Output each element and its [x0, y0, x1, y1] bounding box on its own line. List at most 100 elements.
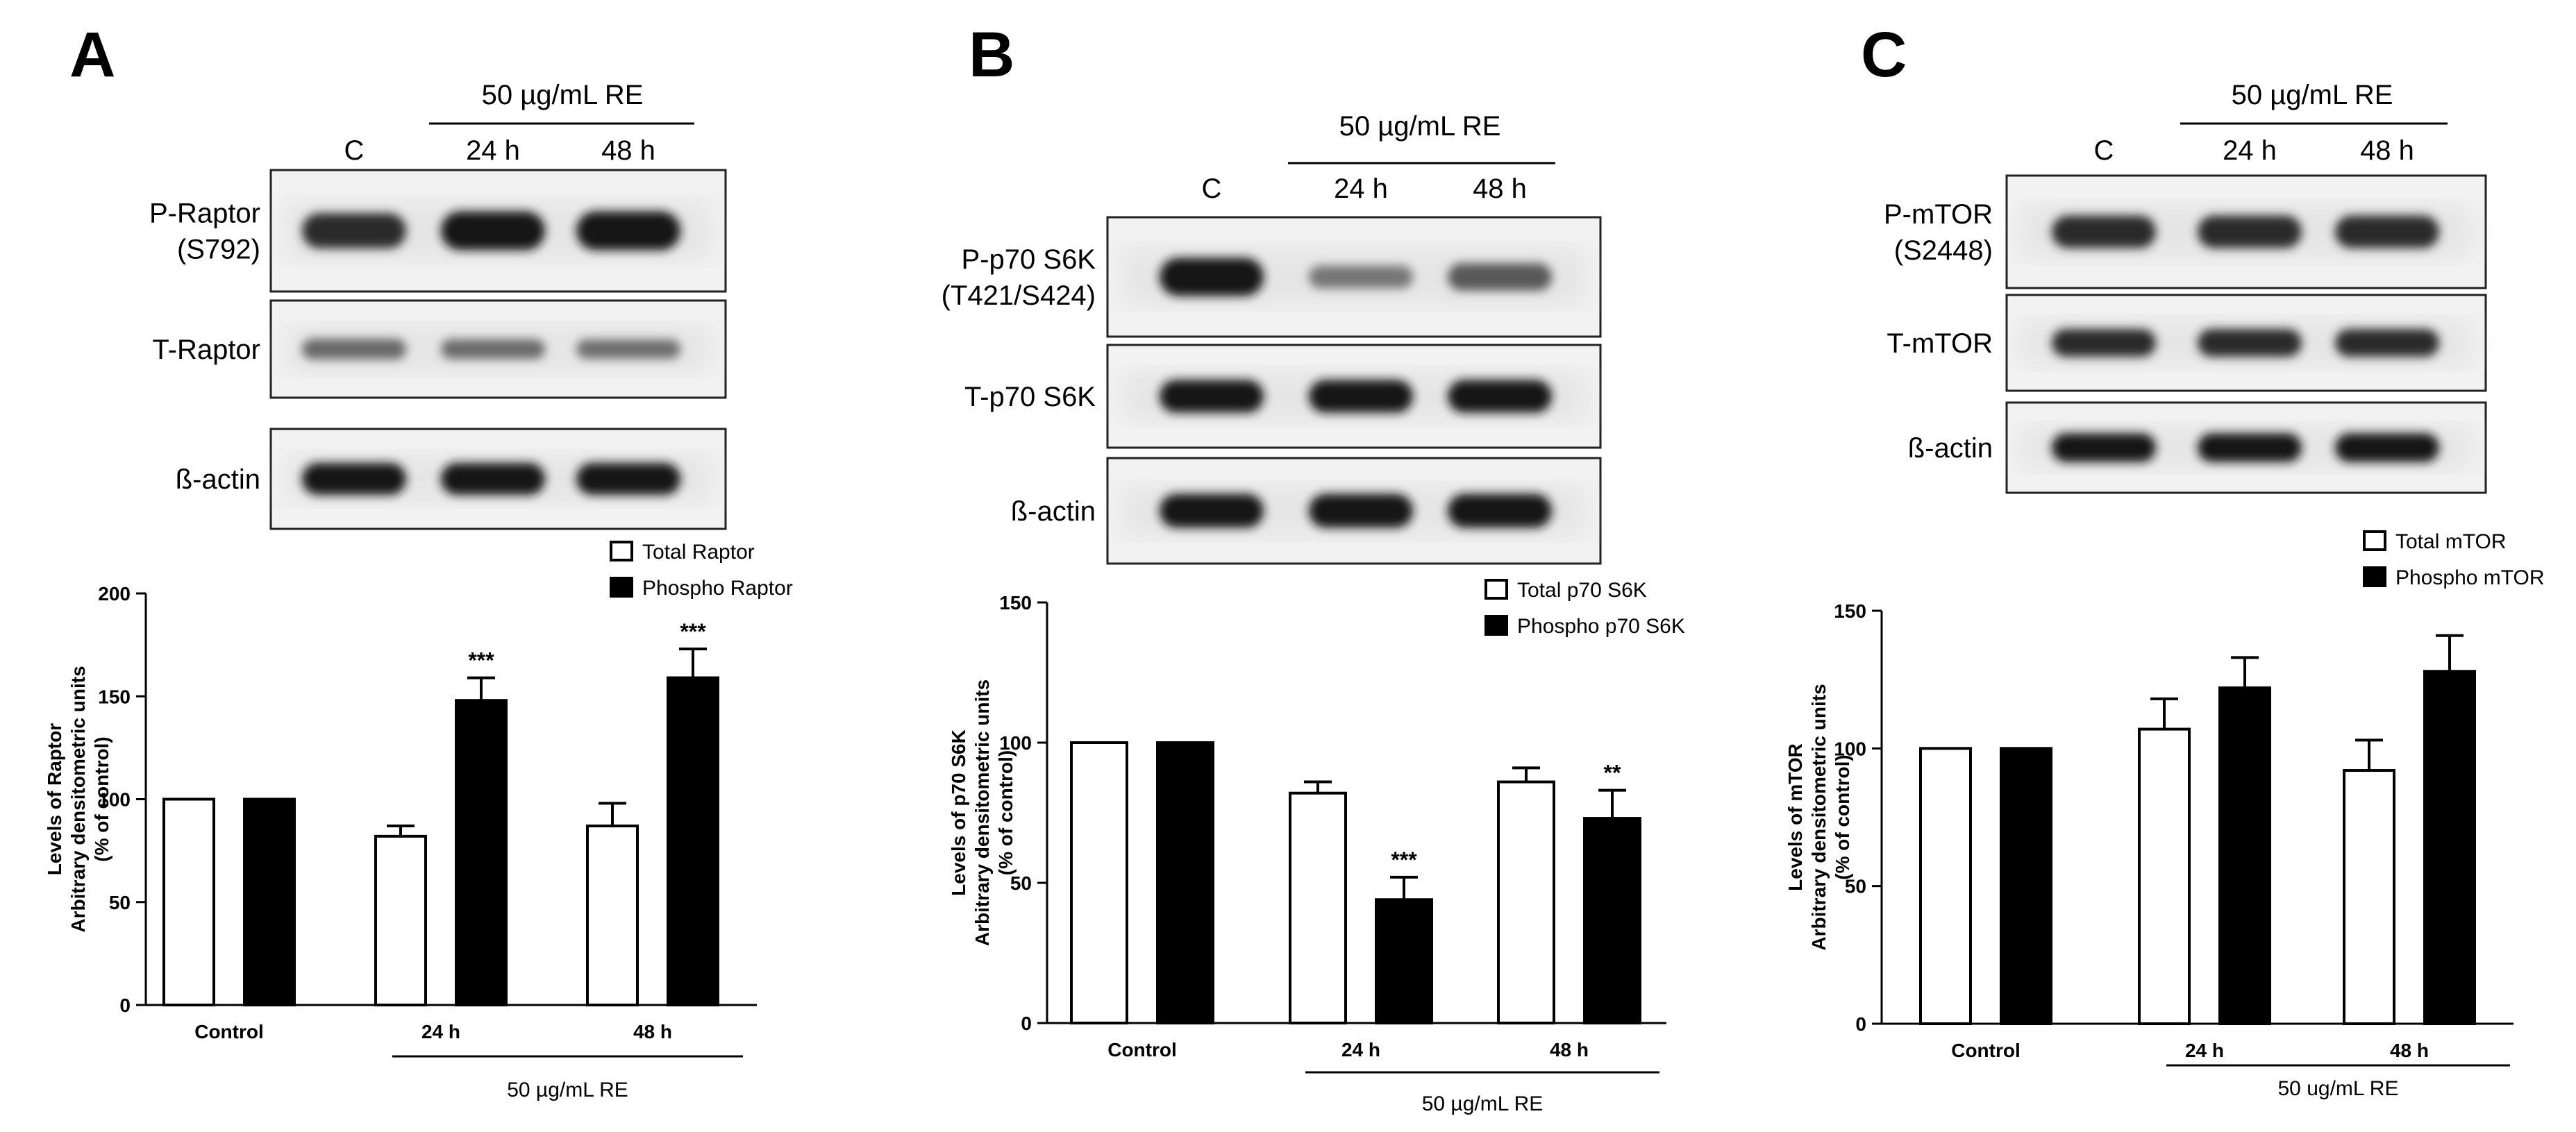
bar — [243, 797, 296, 1006]
blot-strip — [1106, 457, 1602, 565]
x-tick-label: Control — [1107, 1039, 1177, 1061]
blot-label: ß-actin — [176, 464, 260, 495]
x-tick-label: 24 h — [1341, 1039, 1380, 1061]
legend-label: Phospho Raptor — [642, 577, 793, 600]
lane-label: 24 h — [1334, 174, 1388, 204]
panel-letter: B — [969, 19, 1014, 90]
legend-label: Total Raptor — [642, 541, 755, 564]
blot-band — [1448, 380, 1552, 413]
legend-swatch — [2363, 530, 2386, 551]
bar — [586, 825, 639, 1007]
y-tick-label: 0 — [119, 995, 131, 1016]
bar — [1375, 898, 1433, 1024]
blot-strip — [269, 169, 727, 293]
blot-strip — [269, 428, 727, 530]
blot-band — [2198, 215, 2302, 248]
bar — [162, 797, 215, 1006]
panel-a: A 50 µg/mL RE C 24 h 48 h P-Raptor (S792) T-Rap… — [69, 19, 727, 530]
blot-band — [2052, 328, 2156, 357]
significance-mark: *** — [680, 619, 706, 644]
legend-swatch — [610, 577, 633, 598]
significance-mark: *** — [1391, 847, 1417, 872]
bar — [1156, 741, 1214, 1024]
y-axis-label: (% of control) — [1832, 754, 1853, 879]
blot-band — [2052, 433, 2156, 462]
blot-label: (S792) — [177, 235, 260, 265]
bar — [2343, 769, 2395, 1025]
y-axis-label: Arbitrary densitometric units — [1808, 684, 1830, 950]
x-tick-label: 48 h — [2390, 1040, 2429, 1061]
panel-letter: C — [1861, 19, 1907, 90]
blot-strip — [2005, 401, 2487, 494]
blot-band — [302, 339, 406, 360]
lane-label: 48 h — [1473, 174, 1527, 204]
treatment-label: 50 µg/mL RE — [1339, 111, 1501, 142]
bar — [2138, 727, 2191, 1025]
panel-letter: A — [69, 19, 115, 90]
blot-band — [1309, 493, 1413, 528]
blot-band — [1160, 380, 1264, 413]
x-tick-label: 24 h — [421, 1021, 460, 1042]
legend-swatch — [1484, 615, 1508, 636]
lane-label: 48 h — [2360, 135, 2414, 166]
treatment-label: 50 µg/mL RE — [482, 80, 644, 110]
y-tick-label: 50 — [1845, 876, 1866, 897]
x-tick-label: 48 h — [633, 1021, 672, 1042]
blot-band — [1448, 263, 1552, 291]
y-tick-label: 50 — [109, 892, 131, 913]
lane-label: C — [344, 135, 365, 166]
treatment-label: 50 µg/mL RE — [2232, 80, 2393, 110]
legend-label: Total mTOR — [2395, 530, 2506, 553]
blot-label: T-mTOR — [1887, 328, 1993, 359]
y-tick-label: 100 — [98, 789, 131, 811]
blot-band — [576, 339, 680, 359]
blot-band — [441, 339, 545, 360]
legend-swatch — [610, 541, 633, 561]
y-axis-label: Levels of mTOR — [1784, 743, 1806, 891]
legend-swatch — [1484, 579, 1508, 600]
blot-band — [302, 213, 406, 248]
blot-strip — [1106, 344, 1602, 449]
y-axis-label: (% of control) — [995, 750, 1017, 875]
group-label: 50 µg/mL RE — [507, 1079, 628, 1101]
blot-label: ß-actin — [1011, 496, 1096, 527]
y-tick-label: 150 — [98, 686, 131, 707]
y-tick-label: 150 — [1834, 600, 1866, 622]
panel-b: B 50 µg/mL RE C 24 h 48 h P-p70 S6K (T421/S424… — [942, 19, 1602, 565]
legend-swatch — [2363, 566, 2386, 587]
bar — [667, 676, 719, 1006]
group-label: 50 ug/mL RE — [2278, 1077, 2399, 1100]
blot-band — [576, 462, 680, 496]
blot-strip — [269, 299, 727, 399]
y-axis-label: Levels of p70 S6K — [948, 729, 969, 896]
blot-label: T-p70 S6K — [964, 382, 1096, 412]
blot-band — [2052, 215, 2156, 248]
blot-band — [441, 462, 545, 496]
bar — [374, 834, 427, 1006]
bar — [1919, 747, 1972, 1026]
bar — [1497, 780, 1555, 1025]
blot-strip — [2005, 174, 2487, 289]
y-tick-label: 150 — [999, 592, 1032, 614]
bar — [455, 699, 508, 1006]
x-tick-label: Control — [194, 1021, 264, 1042]
blot-band — [1448, 493, 1552, 528]
bar — [2218, 686, 2271, 1025]
group-label: 50 µg/mL RE — [1422, 1092, 1544, 1115]
significance-mark: ** — [1604, 761, 1621, 786]
lane-label: 24 h — [466, 135, 520, 166]
blot-band — [1160, 493, 1264, 528]
bar — [2000, 747, 2052, 1026]
blot-band — [441, 211, 545, 251]
x-tick-label: 48 h — [1550, 1039, 1589, 1061]
x-tick-label: Control — [1951, 1040, 2021, 1061]
blot-label: P-p70 S6K — [962, 244, 1096, 275]
legend-label: Phospho mTOR — [2395, 566, 2545, 589]
blot-label: P-mTOR — [1884, 199, 1993, 230]
bar-chart-a: 0 50 100 150 200 Levels of Raptor Arbitrary de… — [44, 541, 793, 1101]
y-tick-label: 100 — [999, 732, 1032, 754]
y-tick-label: 50 — [1010, 872, 1032, 894]
bar — [1583, 817, 1641, 1024]
blot-label: P-Raptor — [149, 198, 260, 229]
